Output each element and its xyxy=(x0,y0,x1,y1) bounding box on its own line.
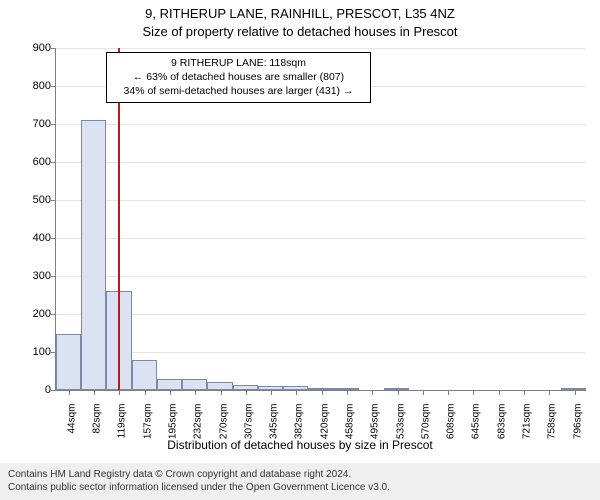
x-tick-label: 721sqm xyxy=(522,404,533,452)
x-tick-label: 796sqm xyxy=(572,404,583,452)
x-tick-label: 82sqm xyxy=(92,404,103,452)
gridline xyxy=(56,200,586,201)
x-tick-label: 495sqm xyxy=(370,404,381,452)
x-tick-label: 420sqm xyxy=(319,404,330,452)
y-tick-label: 400 xyxy=(33,232,51,244)
y-tick-label: 300 xyxy=(33,270,51,282)
annotation-line3: 34% of semi-detached houses are larger (… xyxy=(113,84,364,98)
x-tick-label: 345sqm xyxy=(269,404,280,452)
x-tick-mark xyxy=(347,390,348,395)
x-tick-mark xyxy=(246,390,247,395)
y-tick-mark xyxy=(51,162,56,163)
x-tick-label: 232sqm xyxy=(193,404,204,452)
x-tick-label: 533sqm xyxy=(395,404,406,452)
y-tick-label: 0 xyxy=(45,384,51,396)
bar xyxy=(157,379,182,390)
bar xyxy=(182,379,207,390)
x-tick-label: 758sqm xyxy=(547,404,558,452)
y-tick-label: 600 xyxy=(33,156,51,168)
x-tick-mark xyxy=(195,390,196,395)
bar xyxy=(81,120,106,390)
footer-line2: Contains public sector information licen… xyxy=(8,481,592,494)
x-tick-mark xyxy=(372,390,373,395)
x-tick-mark xyxy=(170,390,171,395)
annotation-line1: 9 RITHERUP LANE: 118sqm xyxy=(113,56,364,70)
x-tick-mark xyxy=(549,390,550,395)
x-tick-label: 382sqm xyxy=(294,404,305,452)
footer-line1: Contains HM Land Registry data © Crown c… xyxy=(8,468,592,481)
y-tick-mark xyxy=(51,124,56,125)
y-tick-label: 200 xyxy=(33,308,51,320)
bar xyxy=(56,334,81,390)
x-tick-mark xyxy=(499,390,500,395)
bar xyxy=(334,388,359,390)
x-tick-label: 645sqm xyxy=(471,404,482,452)
y-tick-mark xyxy=(51,86,56,87)
x-tick-mark xyxy=(69,390,70,395)
x-tick-mark xyxy=(119,390,120,395)
y-tick-mark xyxy=(51,276,56,277)
y-tick-label: 800 xyxy=(33,80,51,92)
gridline xyxy=(56,48,586,49)
x-tick-mark xyxy=(221,390,222,395)
x-tick-mark xyxy=(271,390,272,395)
bar xyxy=(207,382,232,390)
y-tick-label: 500 xyxy=(33,194,51,206)
chart-title-main: 9, RITHERUP LANE, RAINHILL, PRESCOT, L35… xyxy=(0,6,600,21)
x-tick-mark xyxy=(575,390,576,395)
gridline xyxy=(56,238,586,239)
x-tick-label: 570sqm xyxy=(420,404,431,452)
x-tick-mark xyxy=(94,390,95,395)
x-tick-label: 44sqm xyxy=(66,404,77,452)
y-tick-label: 700 xyxy=(33,118,51,130)
gridline xyxy=(56,314,586,315)
y-tick-label: 900 xyxy=(33,42,51,54)
gridline xyxy=(56,162,586,163)
y-tick-label: 100 xyxy=(33,346,51,358)
x-tick-mark xyxy=(473,390,474,395)
y-tick-mark xyxy=(51,314,56,315)
chart-container: 9, RITHERUP LANE, RAINHILL, PRESCOT, L35… xyxy=(0,0,600,500)
x-tick-label: 119sqm xyxy=(117,404,128,452)
x-tick-mark xyxy=(423,390,424,395)
x-tick-mark xyxy=(398,390,399,395)
bar xyxy=(561,388,586,390)
footer: Contains HM Land Registry data © Crown c… xyxy=(0,463,600,500)
gridline xyxy=(56,124,586,125)
annotation-box: 9 RITHERUP LANE: 118sqm ← 63% of detache… xyxy=(106,52,371,103)
bar xyxy=(384,388,409,390)
x-tick-label: 458sqm xyxy=(345,404,356,452)
x-tick-mark xyxy=(145,390,146,395)
gridline xyxy=(56,352,586,353)
x-tick-label: 195sqm xyxy=(168,404,179,452)
x-tick-label: 307sqm xyxy=(243,404,254,452)
x-tick-mark xyxy=(322,390,323,395)
x-tick-label: 683sqm xyxy=(496,404,507,452)
x-tick-mark xyxy=(448,390,449,395)
y-tick-mark xyxy=(51,238,56,239)
bar xyxy=(132,360,157,390)
y-tick-mark xyxy=(51,48,56,49)
x-tick-label: 608sqm xyxy=(446,404,457,452)
chart-title-sub: Size of property relative to detached ho… xyxy=(0,24,600,39)
annotation-line2: ← 63% of detached houses are smaller (80… xyxy=(113,70,364,84)
gridline xyxy=(56,276,586,277)
x-tick-label: 157sqm xyxy=(142,404,153,452)
x-tick-label: 270sqm xyxy=(218,404,229,452)
x-tick-mark xyxy=(296,390,297,395)
y-tick-mark xyxy=(51,200,56,201)
y-tick-mark xyxy=(51,390,56,391)
x-tick-mark xyxy=(524,390,525,395)
